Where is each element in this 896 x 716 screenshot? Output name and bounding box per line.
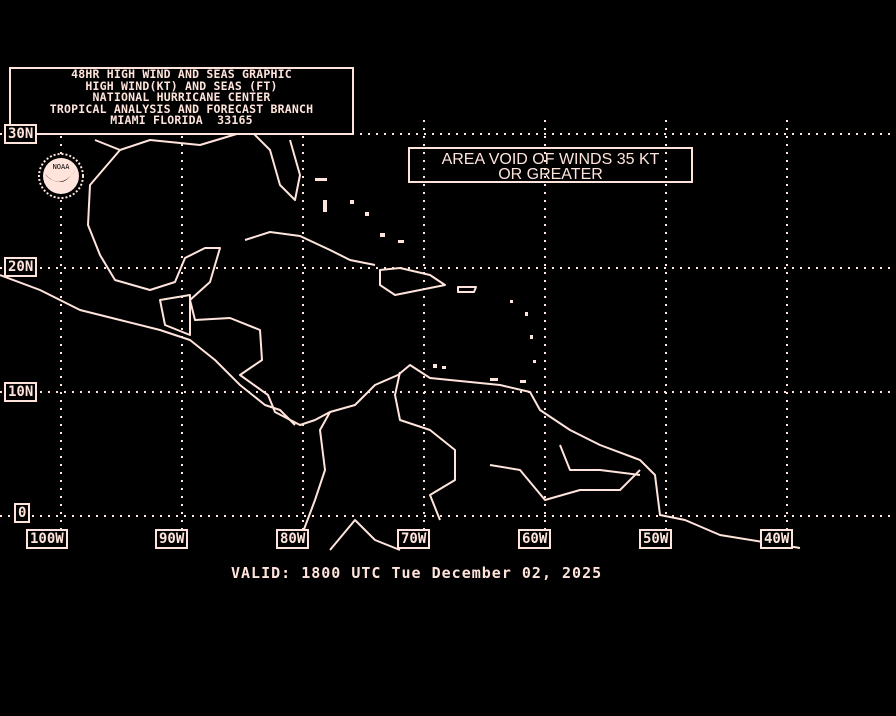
lon-label-40w: 40W (760, 529, 794, 549)
lat-label-10n: 10N (4, 382, 38, 402)
lon-label-100w: 100W (26, 529, 68, 549)
islands (315, 178, 536, 383)
annotation-line: AREA VOID OF WINDS 35 KT (441, 151, 660, 168)
valid-time: VALID: 1800 UTC Tue December 02, 2025 (231, 564, 603, 582)
lat-label-20n: 20N (4, 257, 38, 277)
lat-label-0: 0 (14, 503, 31, 523)
lat-label-30n: 30N (4, 124, 38, 144)
lon-label-80w: 80W (276, 529, 310, 549)
svg-text:NOAA: NOAA (53, 163, 71, 171)
title-line: MIAMI FLORIDA 33165 (110, 113, 253, 127)
title-block: 48HR HIGH WIND AND SEAS GRAPHIC HIGH WIN… (9, 67, 354, 135)
title-line: HIGH WIND(KT) AND SEAS (FT) (85, 78, 278, 93)
lon-label-70w: 70W (397, 529, 431, 549)
area-void-annotation: AREA VOID OF WINDS 35 KT OR GREATER (408, 147, 693, 183)
lon-label-60w: 60W (518, 529, 552, 549)
lon-label-50w: 50W (639, 529, 673, 549)
coastlines (0, 129, 801, 551)
grid-lines (0, 120, 896, 530)
title-line: TROPICAL ANALYSIS AND FORECAST BRANCH (49, 101, 314, 116)
lon-label-90w: 90W (155, 529, 189, 549)
title-line: NATIONAL HURRICANE CENTER (92, 90, 271, 104)
title-line: 48HR HIGH WIND AND SEAS GRAPHIC (71, 67, 292, 81)
annotation-line: OR GREATER (498, 166, 603, 183)
noaa-logo: NOAA (38, 153, 84, 199)
